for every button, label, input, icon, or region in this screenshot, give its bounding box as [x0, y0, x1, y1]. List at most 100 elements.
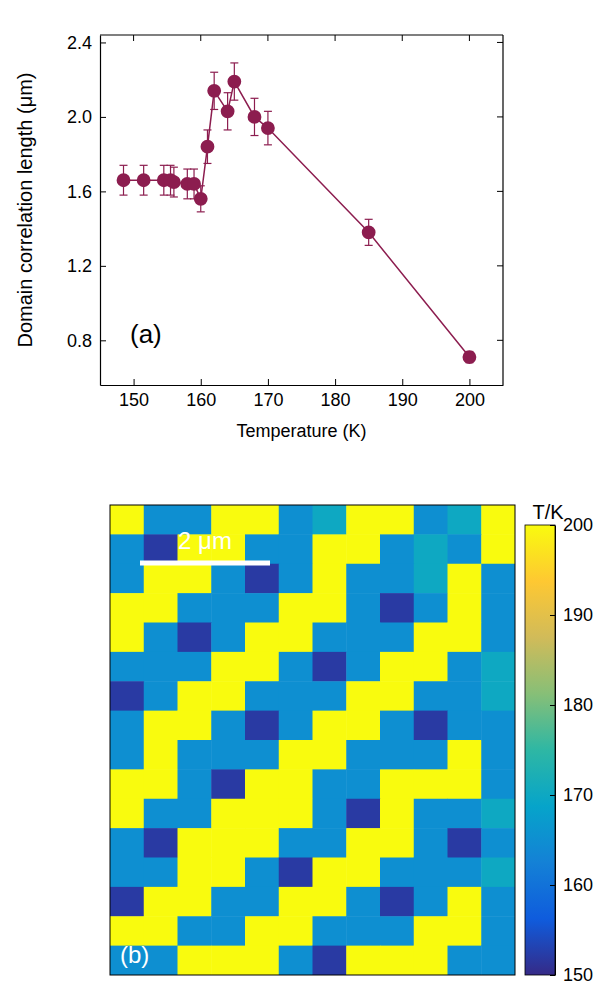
heatmap-cell: [380, 799, 414, 829]
heatmap-cell: [380, 740, 414, 770]
heatmap-cell: [178, 681, 212, 711]
heatmap-cell: [110, 887, 144, 917]
heatmap-cell: [178, 916, 212, 946]
tick-mark: [550, 885, 555, 886]
heatmap-cell: [414, 623, 448, 653]
heatmap-cell: [178, 623, 212, 653]
heatmap-cell: [346, 916, 380, 946]
data-point: [362, 225, 376, 239]
heatmap-cell: [211, 711, 245, 741]
heatmap-cell: [279, 505, 313, 535]
data-point: [248, 110, 262, 124]
tick-mark: [100, 42, 106, 43]
heatmap-cell: [110, 564, 144, 594]
tick-label: 160: [563, 875, 593, 895]
heatmap-cell: [279, 681, 313, 711]
heatmap-cell: [448, 769, 482, 799]
heatmap-cell: [279, 652, 313, 682]
error-bar-cap: [203, 163, 211, 164]
heatmap-cell: [245, 681, 279, 711]
tick-label: 0.8: [67, 331, 92, 351]
tick-mark: [335, 35, 336, 41]
tick-mark: [402, 35, 403, 41]
heatmap-cell: [211, 652, 245, 682]
heatmap-cell: [110, 652, 144, 682]
heatmap-cell: [380, 534, 414, 564]
heatmap-cell: [279, 769, 313, 799]
data-point: [167, 175, 181, 189]
heatmap-cell: [178, 593, 212, 623]
heatmap-cell: [414, 740, 448, 770]
heatmap-cell: [481, 711, 515, 741]
heatmap-cell: [178, 828, 212, 858]
heatmap-cell: [144, 828, 178, 858]
tick-label: 160: [186, 390, 216, 410]
error-bar-cap: [210, 72, 218, 73]
tick-mark: [550, 705, 555, 706]
tick: 1.6: [67, 182, 106, 202]
tick-mark: [469, 35, 470, 41]
tick-mark: [100, 266, 106, 267]
error-bar-cap: [264, 111, 272, 112]
heatmap-cell: [414, 711, 448, 741]
error-bar-cap: [170, 167, 178, 168]
heatmap-cell: [178, 858, 212, 888]
heatmap-cell: [144, 623, 178, 653]
error-bar-cap: [250, 98, 258, 99]
data-point: [207, 84, 221, 98]
heatmap-cell: [110, 740, 144, 770]
heatmap-cell: [211, 769, 245, 799]
heatmap-cell: [211, 564, 245, 594]
colorbar-title: T/K: [532, 501, 564, 523]
image-frame: [110, 505, 515, 975]
heatmap-cell: [481, 769, 515, 799]
heatmap-cell: [414, 887, 448, 917]
heatmap-cell: [313, 740, 347, 770]
tick-label: 170: [563, 785, 593, 805]
data-point: [201, 140, 215, 154]
heatmap-cell: [380, 769, 414, 799]
tick-mark: [550, 615, 555, 616]
tick: 190: [550, 605, 593, 625]
tick: 170: [253, 379, 283, 410]
heatmap-cell: [245, 828, 279, 858]
heatmap-cell: [448, 681, 482, 711]
x-axis-title: Temperature (K): [236, 421, 366, 441]
heatmap-cell: [279, 858, 313, 888]
tick: 180: [550, 695, 593, 715]
heatmap-cell: [481, 505, 515, 535]
heatmap-cell: [414, 858, 448, 888]
heatmap-cell: [279, 534, 313, 564]
frame: [502, 35, 503, 385]
heatmap-cell: [313, 593, 347, 623]
heatmap-cell: [245, 946, 279, 975]
heatmap-cell: [346, 887, 380, 917]
tick-mark: [497, 191, 503, 192]
heatmap-cell: [346, 799, 380, 829]
heatmap-cell: [245, 534, 279, 564]
heatmap-cell: [313, 946, 347, 975]
heatmap-cell: [245, 652, 279, 682]
heatmap-cell: [414, 652, 448, 682]
heatmap-cell: [211, 828, 245, 858]
heatmap-cell: [279, 887, 313, 917]
heatmap-cell: [481, 534, 515, 564]
heatmap-cell: [144, 711, 178, 741]
heatmap-cell: [245, 916, 279, 946]
tick-label: 150: [119, 390, 149, 410]
heatmap-cell: [414, 799, 448, 829]
heatmap-cell: [346, 828, 380, 858]
heatmap-cell: [448, 828, 482, 858]
heatmap-cell: [346, 505, 380, 535]
heatmap-cell: [414, 828, 448, 858]
heatmap-cell: [414, 916, 448, 946]
heatmap-cell: [178, 740, 212, 770]
heatmap-cell: [245, 623, 279, 653]
data-point: [194, 192, 208, 206]
heatmap-cell: [481, 652, 515, 682]
heatmap-cell: [414, 534, 448, 564]
heatmap-cell: [211, 740, 245, 770]
tick-mark: [134, 379, 135, 385]
frame: [100, 34, 503, 35]
tick-mark: [335, 379, 336, 385]
